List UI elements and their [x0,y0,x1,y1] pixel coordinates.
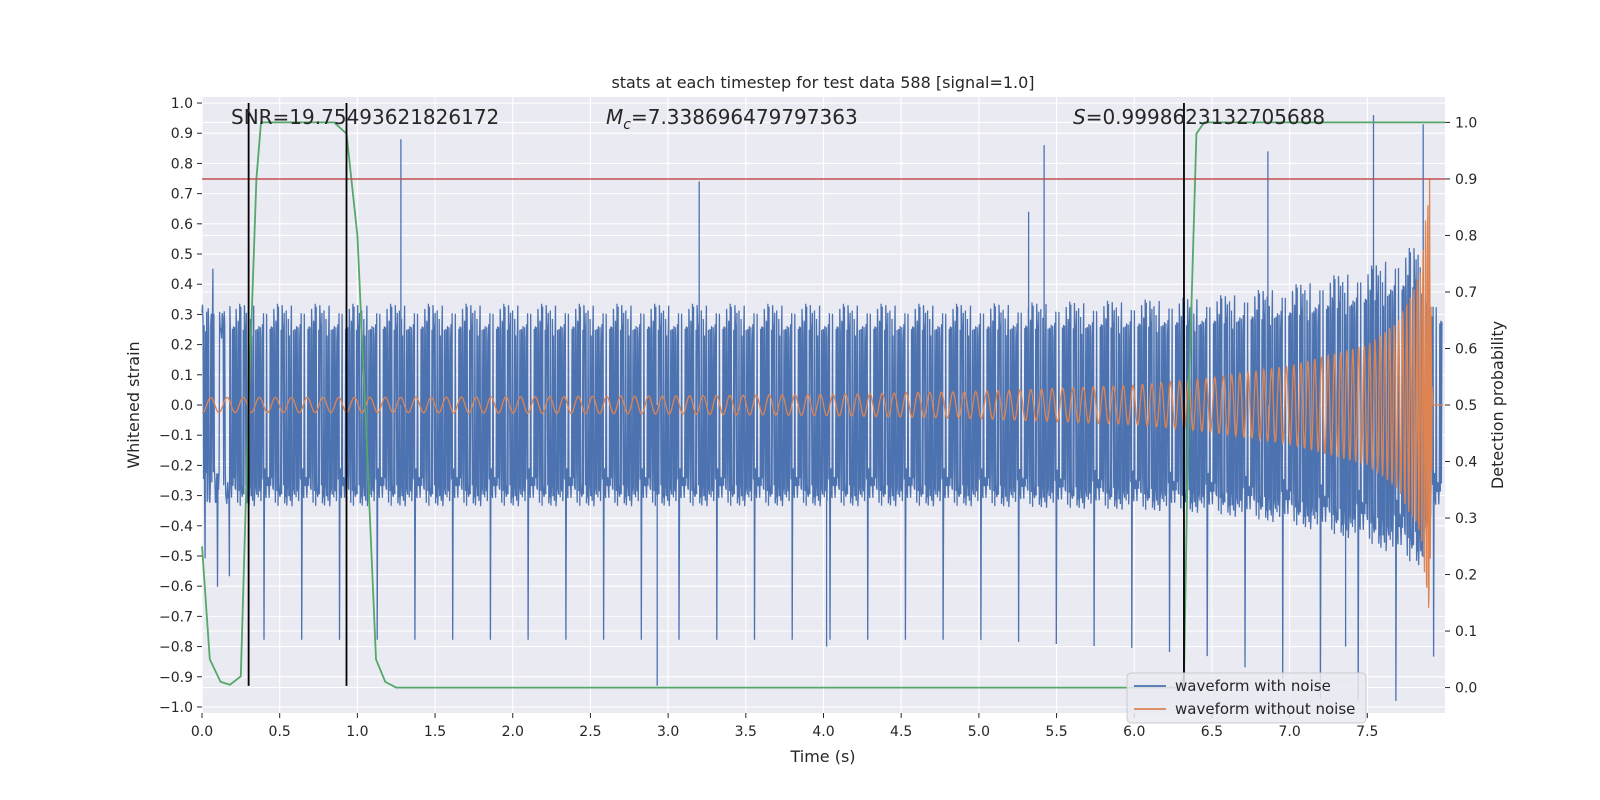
y2-tick-label: 0.9 [1455,172,1477,188]
y2-tick-label: 1.0 [1455,115,1477,131]
x-axis-label: Time (s) [789,747,855,766]
legend-label-waveform-with-noise: waveform with noise [1175,677,1331,695]
x-tick-label: 2.5 [579,724,601,740]
chirp-mass-symbol: M [606,105,623,129]
y-tick-label: −1.0 [159,700,193,716]
x-tick-label: 3.5 [735,724,757,740]
y-tick-label: −0.6 [159,579,193,595]
chirp-mass-subscript: c [623,117,631,133]
chart-title: stats at each timestep for test data 588… [611,73,1034,92]
y-tick-label: 0.6 [171,217,193,233]
series-waveform-with-noise [201,115,1443,701]
y-tick-label: 0.5 [171,247,193,263]
tick-labels: 0.0 0.5 1.0 1.5 2.0 2.5 3.0 3.5 4.0 4.5 5.0 5.5 6.0 6… [159,96,1477,740]
y-tick-label: −0.7 [159,609,193,625]
y2-tick-label: 0.0 [1455,681,1477,697]
y2-tick-label: 0.5 [1455,398,1477,414]
y2-tick-label: 0.3 [1455,511,1477,527]
y-tick-label: −0.9 [159,670,193,686]
score-value: =0.9998623132705688 [1086,105,1325,129]
legend-box [1126,672,1367,724]
score-annotation: S=0.9998623132705688 [1073,105,1325,129]
series-waveform-without-noise [201,177,1444,608]
chirp-mass-annotation: Mc=7.338696479797363 [606,105,858,133]
x-tick-label: 6.5 [1201,724,1223,740]
score-symbol: S [1073,105,1086,129]
x-tick-label: 3.0 [657,724,679,740]
x-tick-label: 7.5 [1356,724,1378,740]
y2-tick-label: 0.2 [1455,568,1477,584]
legend: waveform with noise waveform without noi… [1126,672,1367,724]
line-waveform-without-noise [201,177,1444,608]
x-tick-label: 6.0 [1123,724,1145,740]
series-detection-probability [201,121,1445,689]
x-tick-label: 2.0 [502,724,524,740]
legend-label-waveform-without-noise: waveform without noise [1175,700,1355,718]
y-tick-label: 0.9 [171,126,193,142]
y-tick-label: −0.8 [159,640,193,656]
y-tick-label: 0.8 [171,156,193,172]
y2-axis-label: Detection probability [1488,321,1507,489]
y-tick-label: −0.1 [159,428,193,444]
y-tick-label: 0.7 [171,187,193,203]
x-tick-label: 7.0 [1278,724,1300,740]
y-tick-label: −0.5 [159,549,193,565]
y-tick-label: 0.3 [171,307,193,323]
y2-tick-label: 0.8 [1455,228,1477,244]
chirp-mass-value: =7.338696479797363 [631,105,858,129]
y-axis-label: Whitened strain [124,341,143,468]
x-tick-label: 0.5 [269,724,291,740]
y-tick-label: 1.0 [171,96,193,112]
x-tick-label: 1.0 [346,724,368,740]
y-tick-label: −0.2 [159,458,193,474]
x-tick-label: 4.0 [812,724,834,740]
y2-tick-label: 0.7 [1455,285,1477,301]
y-tick-label: 0.1 [171,368,193,384]
y-tick-label: 0.4 [171,277,193,293]
y-tick-label: 0.0 [171,398,193,414]
x-tick-label: 4.5 [890,724,912,740]
x-tick-label: 0.0 [191,724,213,740]
x-tick-label: 5.5 [1045,724,1067,740]
x-tick-label: 5.0 [968,724,990,740]
y2-tick-label: 0.1 [1455,624,1477,640]
snr-annotation: SNR=19.75493621826172 [231,105,499,129]
y2-tick-label: 0.6 [1455,341,1477,357]
overlay-lines [202,103,1445,686]
y2-tick-label: 0.4 [1455,455,1477,471]
line-waveform-with-noise [201,115,1443,701]
x-tick-label: 1.5 [424,724,446,740]
line-detection-probability [201,121,1445,689]
y-tick-label: −0.3 [159,489,193,505]
y-tick-label: −0.4 [159,519,193,535]
y-tick-label: 0.2 [171,338,193,354]
